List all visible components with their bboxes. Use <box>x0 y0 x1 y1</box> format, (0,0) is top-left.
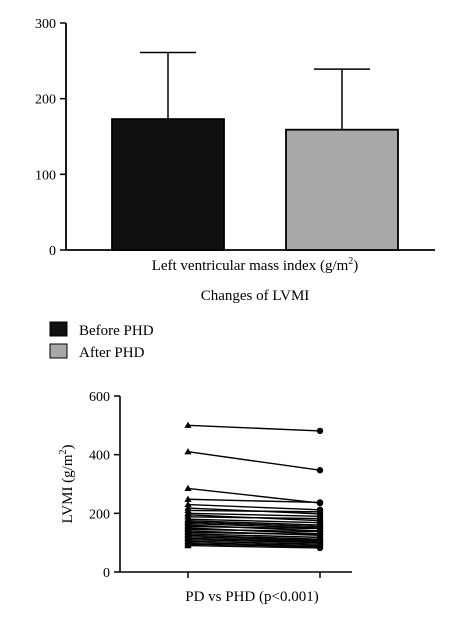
pair-line <box>187 528 321 533</box>
pair-y-axis-label-sup: 2 <box>58 449 69 454</box>
bar <box>285 128 399 251</box>
bar-chart-title: Changes of LVMI <box>201 288 310 304</box>
legend-label: Before PHD <box>79 323 154 339</box>
pair-point-before <box>184 500 192 508</box>
pair-line <box>187 522 321 529</box>
pair-lines <box>184 421 324 552</box>
pair-point-before <box>184 448 192 455</box>
pair-y-axis-label-main: LVMI (g/m <box>60 454 76 523</box>
pair-line <box>187 534 321 540</box>
pair-line <box>187 525 321 530</box>
bar-x-axis-label-end: ) <box>353 258 358 274</box>
bar-bars <box>111 51 399 251</box>
pair-y-tick-label: 0 <box>103 566 110 581</box>
pair-line <box>187 521 321 528</box>
pair-line <box>187 544 321 549</box>
pair-point-before <box>184 421 192 428</box>
legend-label: After PHD <box>79 345 145 361</box>
pair-point-after <box>316 427 324 435</box>
pair-line <box>187 543 321 548</box>
pair-line <box>187 518 321 524</box>
pair-line <box>187 498 321 504</box>
pair-line <box>187 487 321 504</box>
pair-x-axis-label: PD vs PHD (p<0.001) <box>185 589 318 605</box>
bar-x-axis-label-main: Left ventricular mass index (g/m <box>152 258 349 274</box>
bar-y-ticks: 0 100 200 300 <box>35 17 66 259</box>
pair-y-axis-label: LVMI (g/m2) <box>58 444 76 523</box>
pair-line <box>187 503 321 511</box>
pair-line <box>187 531 321 536</box>
pair-line <box>187 533 321 539</box>
bar-y-tick-label: 100 <box>35 168 56 183</box>
pair-point-before <box>184 495 192 502</box>
pair-x-ticks <box>187 572 321 578</box>
pair-y-tick-label: 200 <box>89 507 110 522</box>
bar-chart: 0 100 200 300 Left ventricular mass index (… <box>35 17 435 304</box>
paired-line-chart: 0 200 400 600 LVMI (g/m2) PD vs PHD (p<0.00… <box>58 390 352 605</box>
bar-y-tick-label: 200 <box>35 93 56 108</box>
legend: Before PHD After PHD <box>49 321 154 361</box>
pair-point-after <box>316 499 324 506</box>
bar-y-tick-label: 300 <box>35 17 56 32</box>
pair-line <box>187 519 321 526</box>
pair-y-ticks: 0 200 400 600 <box>89 390 120 581</box>
pair-line <box>187 516 321 520</box>
pair-line <box>187 512 321 517</box>
pair-line <box>187 537 321 543</box>
pair-line <box>187 451 321 471</box>
pair-y-axis-label-end: ) <box>60 444 76 449</box>
legend-swatch <box>49 343 68 359</box>
pair-line <box>187 424 321 432</box>
pair-point-after <box>316 467 324 474</box>
bar-x-axis-label-sup: 2 <box>348 256 353 267</box>
bar-x-axis-label: Left ventricular mass index (g/m2) <box>152 256 359 274</box>
pair-point-after <box>316 508 324 516</box>
pair-point-after <box>316 544 324 552</box>
pair-line <box>187 540 321 545</box>
pair-line <box>187 536 321 542</box>
pair-line <box>187 539 321 544</box>
pair-line <box>187 509 321 513</box>
legend-swatch <box>49 321 68 337</box>
pair-y-tick-label: 400 <box>89 449 110 464</box>
pair-point-before <box>184 542 192 549</box>
pair-point-before <box>184 484 192 491</box>
pair-line <box>187 541 321 547</box>
pair-y-tick-label: 600 <box>89 390 110 405</box>
bar <box>111 118 225 251</box>
bar-y-tick-label: 0 <box>49 244 56 259</box>
